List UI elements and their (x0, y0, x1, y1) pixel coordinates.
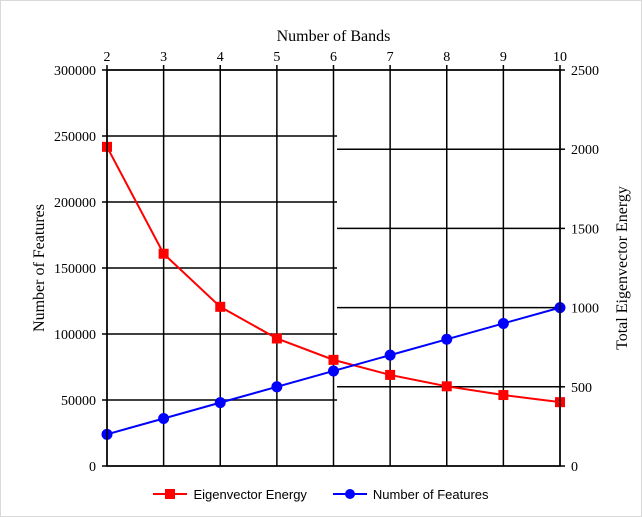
y-left-tick-label: 200000 (54, 196, 96, 211)
x-tick-label: 8 (443, 50, 450, 65)
data-point-eigenvector-energy (328, 354, 339, 365)
y-left-tick-label: 300000 (54, 64, 96, 79)
y-right-tick-label: 1000 (571, 302, 599, 317)
x-tick-label: 3 (160, 50, 167, 65)
data-point-number-of-features (271, 381, 283, 393)
x-tick-label: 5 (273, 50, 280, 65)
data-point-eigenvector-energy (271, 333, 282, 344)
legend-item-eigenvector-energy: Eigenvector Energy (153, 486, 307, 502)
data-point-eigenvector-energy (498, 390, 509, 401)
right-axis-ticks: 0 500 1000 1500 2000 2500 (560, 64, 599, 475)
y-right-tick-label: 1500 (571, 222, 599, 237)
y-right-tick-label: 500 (571, 381, 592, 396)
y-right-tick-label: 2500 (571, 64, 599, 79)
data-point-number-of-features (158, 412, 170, 424)
data-point-number-of-features (384, 349, 396, 361)
legend: Eigenvector Energy Number of Features (0, 482, 642, 506)
data-point-number-of-features (497, 317, 509, 329)
left-axis-ticks: 0 50000 100000 150000 200000 250000 300000 (54, 64, 107, 475)
legend-label-eigenvector-energy: Eigenvector Energy (193, 486, 307, 502)
x-tick-label: 10 (553, 50, 567, 65)
legend-item-number-of-features: Number of Features (332, 486, 489, 502)
legend-swatch-red-square (153, 488, 188, 500)
legend-swatch-blue-circle (332, 488, 367, 500)
y-left-tick-label: 0 (89, 460, 96, 475)
y-left-tick-label: 250000 (54, 130, 96, 145)
x-tick-label: 2 (104, 50, 111, 65)
data-point-number-of-features (328, 365, 339, 377)
y-axis-right-label: Total Eigenvector Energy (614, 186, 631, 350)
data-point-eigenvector-energy (158, 248, 169, 259)
x-tick-label: 6 (330, 50, 337, 65)
data-point-eigenvector-energy (385, 369, 396, 380)
data-point-eigenvector-energy (215, 301, 226, 312)
x-tick-label: 4 (217, 50, 224, 65)
data-point-eigenvector-energy (441, 381, 452, 392)
y-left-tick-label: 50000 (61, 394, 96, 409)
y-left-tick-label: 100000 (54, 328, 96, 343)
data-point-number-of-features (441, 333, 453, 345)
y-right-tick-label: 0 (571, 460, 578, 475)
plot-area-border (106, 69, 561, 467)
x-tick-label: 9 (500, 50, 507, 65)
y-axis-left-label: Number of Features (31, 204, 48, 332)
legend-label-number-of-features: Number of Features (372, 486, 489, 502)
x-axis-ticks: 2 3 4 5 6 7 8 9 10 (104, 50, 567, 70)
chart-title: Number of Bands (277, 28, 391, 45)
y-left-tick-label: 150000 (54, 262, 96, 277)
x-tick-label: 7 (387, 50, 394, 65)
right-grid (337, 69, 560, 467)
y-right-tick-label: 2000 (571, 143, 599, 158)
data-point-number-of-features (214, 397, 226, 409)
